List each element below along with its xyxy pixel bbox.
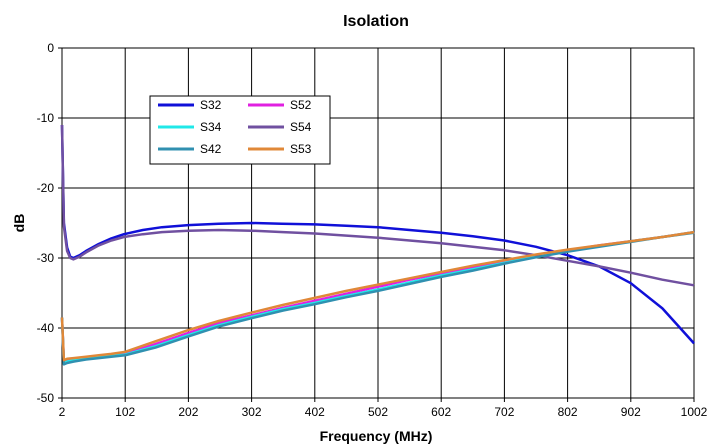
legend-label-s54: S54: [290, 120, 312, 134]
y-axis-title: dB: [11, 214, 27, 233]
legend: S32 S52 S34 S54 S42 S53: [149, 95, 331, 165]
series-line-s42: [60, 231, 695, 366]
plot-frame: [61, 47, 695, 399]
y-tick-label: -30: [37, 251, 55, 265]
legend-label-s52: S52: [290, 98, 312, 112]
legend-label-s32: S32: [200, 98, 222, 112]
series-line-s32: [60, 124, 695, 345]
y-tick-label: 0: [47, 41, 54, 55]
legend-label-s53: S53: [290, 142, 312, 156]
x-tick-label: 102: [115, 405, 135, 419]
x-tick-label: 302: [242, 405, 262, 419]
x-tick-labels: 2 102 202 302 402 502 602 702 802 902 1002: [59, 405, 708, 419]
series-lines: [60, 124, 695, 366]
legend-box: [149, 95, 331, 165]
x-tick-label: 402: [305, 405, 325, 419]
series-line-s54: [60, 124, 695, 287]
y-tick-label: -10: [37, 111, 55, 125]
x-axis-title: Frequency (MHz): [320, 428, 433, 444]
x-tick-label: 502: [368, 405, 388, 419]
y-tick-label: -50: [37, 391, 55, 405]
x-tick-label: 702: [494, 405, 514, 419]
chart-title: Isolation: [343, 13, 409, 30]
y-tick-labels: 0 -10 -20 -30 -40 -50: [37, 41, 55, 405]
x-tick-label: 202: [178, 405, 198, 419]
y-tick-label: -20: [37, 181, 55, 195]
series-line-s53: [60, 230, 695, 362]
legend-label-s34: S34: [200, 120, 222, 134]
legend-label-s42: S42: [200, 142, 222, 156]
x-tick-label: 2: [59, 405, 66, 419]
y-tick-label: -40: [37, 321, 55, 335]
x-tick-label: 902: [621, 405, 641, 419]
x-tick-label: 602: [431, 405, 451, 419]
x-tick-label: 1002: [681, 405, 708, 419]
x-tick-label: 802: [558, 405, 578, 419]
